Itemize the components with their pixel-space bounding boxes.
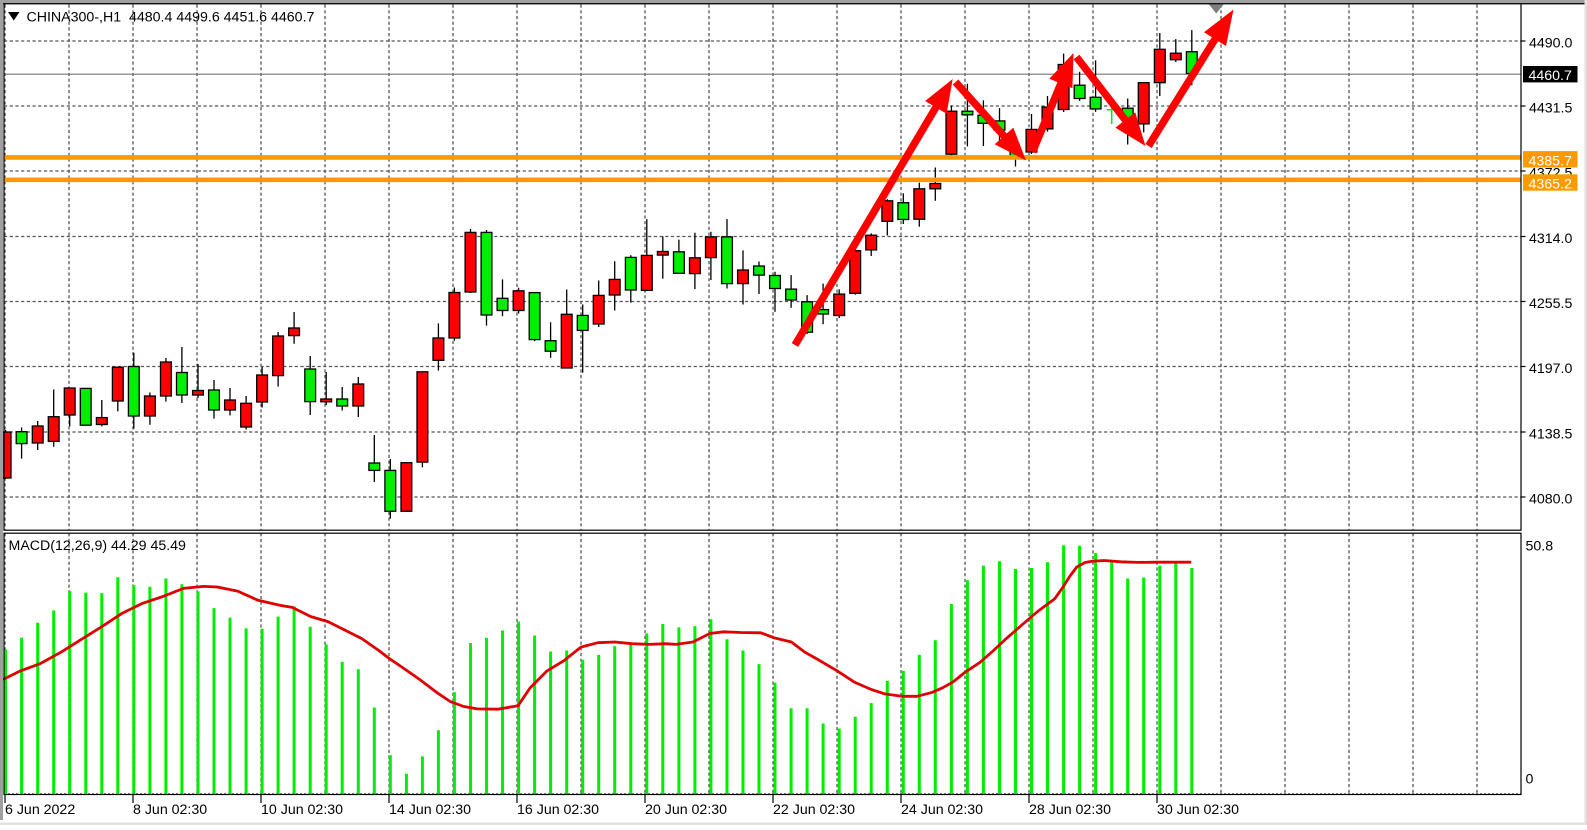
svg-text:4365.2: 4365.2 [1529,177,1573,193]
svg-text:MACD(12,26,9) 44.29 45.49: MACD(12,26,9) 44.29 45.49 [9,538,187,554]
svg-text:4490.0: 4490.0 [1529,35,1573,51]
svg-text:4080.0: 4080.0 [1529,491,1573,507]
svg-text:4197.0: 4197.0 [1529,361,1573,377]
svg-text:24 Jun 02:30: 24 Jun 02:30 [901,802,983,818]
svg-text:28 Jun 02:30: 28 Jun 02:30 [1029,802,1111,818]
svg-text:22 Jun 02:30: 22 Jun 02:30 [773,802,855,818]
svg-text:4431.5: 4431.5 [1529,100,1573,116]
svg-text:0: 0 [1526,772,1534,788]
svg-text:8 Jun 02:30: 8 Jun 02:30 [133,802,207,818]
svg-text:4385.7: 4385.7 [1529,153,1573,169]
svg-text:4460.7: 4460.7 [1529,68,1573,84]
svg-text:20 Jun 02:30: 20 Jun 02:30 [645,802,727,818]
svg-text:4314.0: 4314.0 [1529,231,1573,247]
svg-text:4255.5: 4255.5 [1529,296,1573,312]
svg-text:30 Jun 02:30: 30 Jun 02:30 [1157,802,1239,818]
svg-text:50.8: 50.8 [1526,539,1554,555]
svg-text:4138.5: 4138.5 [1529,426,1573,442]
svg-text:CHINA300-,H1 4480.4 4499.6 44: CHINA300-,H1 4480.4 4499.6 4451.6 4460.7 [27,10,315,26]
svg-text:10 Jun 02:30: 10 Jun 02:30 [261,802,343,818]
svg-text:6 Jun 2022: 6 Jun 2022 [5,802,75,818]
svg-text:16 Jun 02:30: 16 Jun 02:30 [517,802,599,818]
svg-text:14 Jun 02:30: 14 Jun 02:30 [389,802,471,818]
